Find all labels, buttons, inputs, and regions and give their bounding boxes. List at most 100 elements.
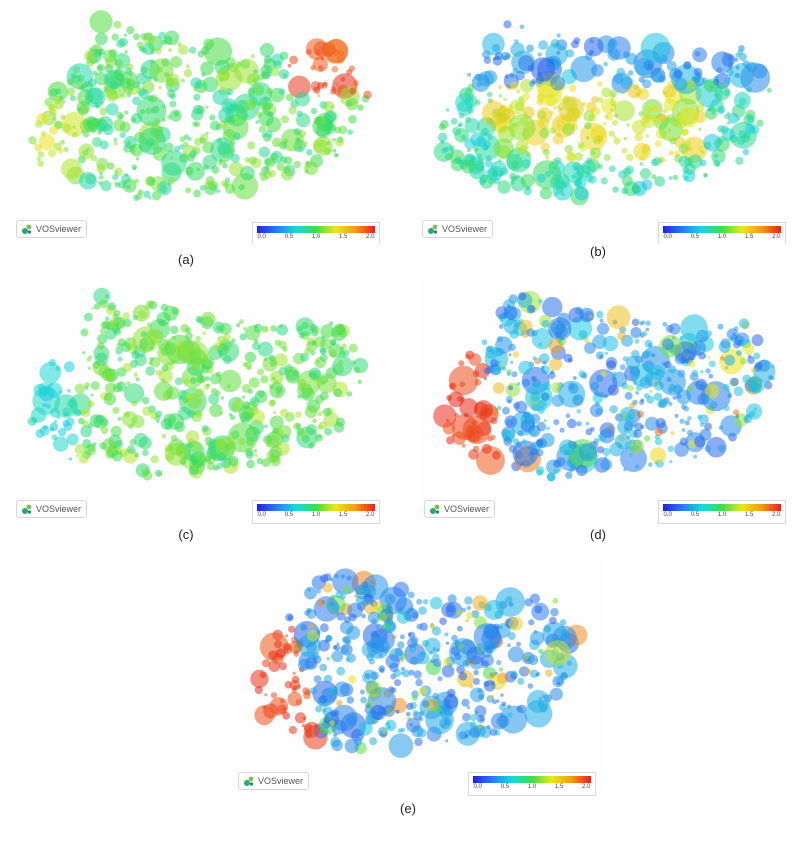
bubble <box>768 375 773 380</box>
legend-tick: 1.5 <box>554 784 564 790</box>
bubble <box>665 324 674 333</box>
bubble-map-b <box>433 20 772 206</box>
bubble <box>704 445 712 452</box>
bubble <box>705 396 711 402</box>
bubble <box>406 711 411 717</box>
bubble <box>269 360 277 367</box>
legend-tick: 0.5 <box>690 234 700 240</box>
bubble <box>78 453 89 464</box>
bubble <box>502 366 506 371</box>
bubble <box>437 676 443 682</box>
bubble <box>282 73 288 78</box>
bubble <box>202 331 206 335</box>
bubble <box>505 596 513 604</box>
bubble <box>239 333 247 341</box>
bubble <box>692 47 707 63</box>
bubble-map-e <box>250 568 588 758</box>
bubble <box>397 641 405 649</box>
bubble <box>507 646 524 663</box>
bubble <box>633 429 642 438</box>
bubble <box>549 110 554 115</box>
bubble <box>264 130 273 139</box>
bubble <box>297 658 310 671</box>
bubble <box>727 112 739 124</box>
bubble <box>740 357 747 365</box>
bubble <box>66 433 79 446</box>
bubble <box>496 336 503 343</box>
bubble <box>288 725 297 735</box>
bubble <box>551 85 555 89</box>
bubble <box>605 112 614 121</box>
bubble <box>108 49 118 58</box>
bubble <box>607 384 619 396</box>
bubble <box>645 327 650 332</box>
bubble <box>694 76 705 87</box>
bubble <box>317 599 325 608</box>
bubble <box>86 356 92 362</box>
bubble <box>126 26 135 35</box>
bubble <box>33 383 47 397</box>
color-legend: 0.0 0.5 1.0 1.5 2.0 <box>252 500 380 524</box>
bubble <box>274 353 288 367</box>
bubble <box>536 107 553 123</box>
bubble <box>508 114 536 141</box>
bubble <box>89 47 94 52</box>
bubble <box>464 88 472 97</box>
bubble <box>323 39 348 64</box>
bubble <box>518 55 534 71</box>
bubble <box>474 363 491 379</box>
bubble <box>606 305 631 330</box>
bubble <box>331 650 344 663</box>
bubble <box>510 42 525 57</box>
bubble <box>465 116 472 123</box>
bubble <box>625 165 634 175</box>
bubble <box>471 610 480 619</box>
bubble <box>236 323 241 328</box>
bubble <box>621 90 626 95</box>
bubble <box>183 69 193 78</box>
bubble <box>606 360 617 371</box>
bubble <box>652 104 660 113</box>
bubble <box>596 310 604 319</box>
bubble <box>61 158 82 179</box>
bubble <box>654 427 664 437</box>
bubble <box>546 426 550 431</box>
bubble <box>653 392 663 401</box>
bubble <box>188 46 197 54</box>
bubble <box>292 671 296 675</box>
bubble <box>740 62 771 93</box>
bubble <box>711 149 726 164</box>
bubble <box>461 607 467 613</box>
bubble <box>559 427 565 433</box>
bubble <box>523 654 530 661</box>
bubble <box>558 380 586 408</box>
bubble <box>314 356 326 369</box>
bubble <box>470 714 478 722</box>
bubble <box>576 464 588 476</box>
bubble-map-c <box>27 287 369 481</box>
bubble <box>641 320 646 325</box>
bubble <box>456 100 473 116</box>
bubble <box>458 124 462 127</box>
bubble <box>452 126 462 136</box>
bubble <box>507 643 511 648</box>
bubble <box>141 396 150 405</box>
bubble <box>107 162 115 170</box>
bubble <box>324 711 340 727</box>
bubble <box>150 455 159 464</box>
bubble <box>770 365 775 369</box>
bubble <box>105 56 117 68</box>
bubble <box>511 122 517 128</box>
bubble <box>667 365 677 374</box>
bubble <box>386 604 392 610</box>
bubble <box>481 339 488 346</box>
bubble <box>151 191 162 201</box>
bubble <box>352 80 359 87</box>
bubble <box>529 441 541 453</box>
bubble <box>462 712 471 722</box>
bubble <box>372 601 383 611</box>
bubble <box>105 316 110 321</box>
bubble <box>468 449 479 460</box>
legend-tick: 1.0 <box>311 234 321 240</box>
bubble <box>179 136 186 143</box>
